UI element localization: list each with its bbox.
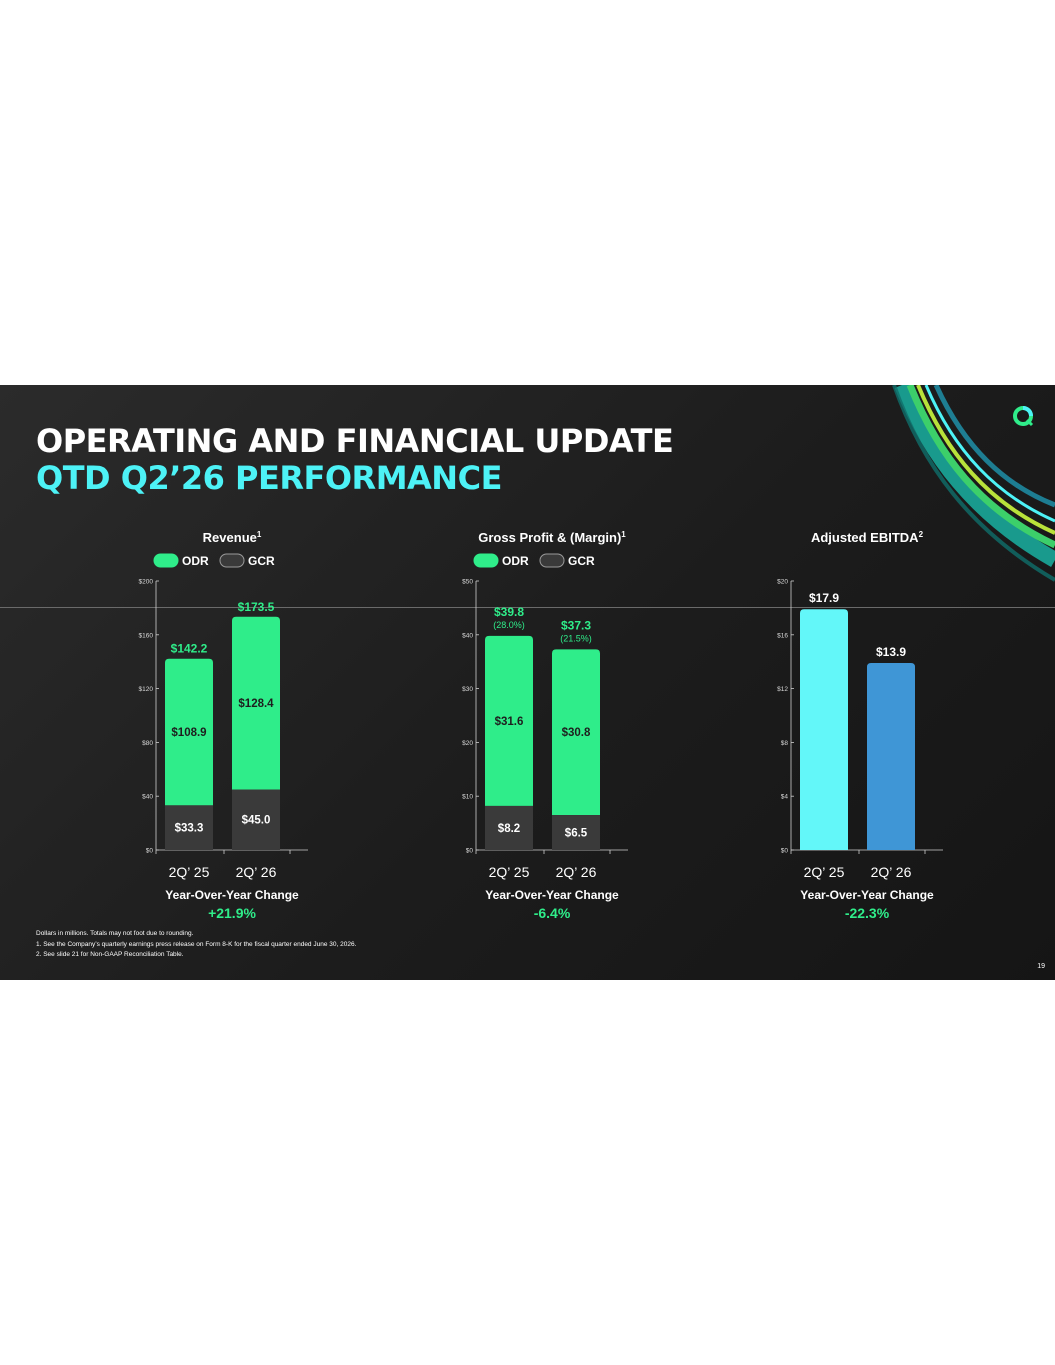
data-label-odr: $31.6: [495, 716, 524, 728]
data-label-gcr: $8.2: [498, 823, 520, 835]
footnote-marker: 1: [621, 530, 626, 539]
yoy-change-value: -6.4%: [534, 905, 571, 921]
bar-gcr: [485, 805, 533, 850]
footnote-marker: 2: [919, 530, 924, 539]
gross-profit-chart: Gross Profit & (Margin)1 ODR GCR $0 $10 $20 $3…: [440, 525, 640, 925]
y-tick-label: $4: [781, 794, 789, 801]
y-tick-label: $0: [781, 848, 789, 855]
data-label-odr: $108.9: [171, 727, 206, 739]
yoy-change-value: +21.9%: [208, 905, 256, 921]
data-label-margin: (21.5%): [560, 633, 592, 643]
x-category-label: 2Q’ 25: [169, 864, 210, 880]
legend-swatch-gcr: [219, 553, 245, 568]
yoy-change-value: -22.3%: [845, 905, 890, 921]
data-label-odr: $128.4: [238, 698, 274, 710]
bar-odr: [485, 635, 533, 806]
y-tick-label: $10: [462, 794, 473, 801]
y-tick-label: $20: [462, 740, 473, 747]
footnote: Dollars in millions. Totals may not foot…: [36, 930, 194, 937]
legend-label-gcr: GCR: [248, 554, 275, 568]
adjusted-ebitda-chart: Adjusted EBITDA2 $0 $4 $8 $12 $16 $20 $17.9 2Q’ …: [755, 525, 955, 925]
bar-value: [800, 609, 848, 850]
decorative-swoosh: [892, 385, 1055, 582]
y-tick-label: $12: [777, 686, 788, 693]
slide: OPERATING AND FINANCIAL UPDATE QTD Q2’26…: [0, 385, 1055, 980]
legend-label-gcr: GCR: [568, 554, 595, 568]
bar-gcr: [232, 789, 280, 850]
data-label-total: $39.8: [494, 605, 524, 619]
legend-swatch-gcr: [539, 553, 565, 568]
yoy-change-label: Year-Over-Year Change: [165, 888, 299, 902]
slide-subtitle: QTD Q2’26 PERFORMANCE: [36, 459, 502, 497]
bar-gcr: [165, 805, 213, 850]
y-tick-label: $160: [139, 632, 154, 639]
y-tick-label: $0: [146, 848, 154, 855]
y-tick-label: $40: [462, 632, 473, 639]
data-label-total: $142.2: [171, 642, 208, 656]
legend-swatch-odr: [473, 553, 499, 568]
horizontal-rule: [0, 607, 1055, 608]
y-tick-label: $50: [462, 579, 473, 586]
yoy-change-label: Year-Over-Year Change: [800, 888, 934, 902]
y-tick-label: $30: [462, 686, 473, 693]
chart-title: Adjusted EBITDA2: [811, 530, 924, 545]
bar-odr: [165, 658, 213, 806]
data-label-value: $17.9: [809, 591, 839, 605]
chart-title: Revenue1: [203, 530, 262, 545]
y-tick-label: $80: [142, 740, 153, 747]
y-tick-label: $20: [777, 579, 788, 586]
revenue-chart: Revenue1 ODR GCR $0 $40 $80 $120 $160 $200 $33.3 $…: [120, 525, 320, 925]
data-label-gcr: $33.3: [175, 823, 204, 835]
data-label-total: $173.5: [238, 600, 275, 614]
x-category-label: 2Q’ 26: [871, 864, 912, 880]
legend-swatch-odr: [153, 553, 179, 568]
y-tick-label: $40: [142, 794, 153, 801]
x-category-label: 2Q’ 25: [489, 864, 530, 880]
data-label-gcr: $45.0: [242, 815, 271, 827]
data-label-gcr: $6.5: [565, 828, 588, 840]
x-category-label: 2Q’ 26: [236, 864, 277, 880]
footnote: 1. See the Company’s quarterly earnings …: [36, 940, 357, 948]
y-tick-label: $0: [466, 848, 474, 855]
data-label-margin: (28.0%): [493, 620, 525, 630]
data-label-total: $37.3: [561, 618, 591, 632]
data-label-value: $13.9: [876, 645, 906, 659]
x-category-label: 2Q’ 25: [804, 864, 845, 880]
y-tick-label: $8: [781, 740, 789, 747]
bar-odr: [552, 649, 600, 816]
bar-gcr: [552, 815, 600, 850]
legend-label-odr: ODR: [502, 554, 529, 568]
data-label-odr: $30.8: [562, 727, 591, 739]
chart-title: Gross Profit & (Margin)1: [478, 530, 626, 545]
leaf-ring-logo-icon: [1013, 406, 1034, 427]
y-tick-label: $120: [139, 686, 154, 693]
bar-value: [867, 663, 915, 850]
footnote: 2. See slide 21 for Non-GAAP Reconciliat…: [36, 951, 184, 958]
y-tick-label: $200: [139, 579, 154, 586]
slide-title: OPERATING AND FINANCIAL UPDATE: [36, 422, 674, 460]
y-tick-label: $16: [777, 632, 788, 639]
page-number: 19: [1037, 963, 1045, 970]
footnote-marker: 1: [257, 530, 262, 539]
footnotes: Dollars in millions. Totals may not foot…: [36, 929, 356, 961]
legend-label-odr: ODR: [182, 554, 209, 568]
x-category-label: 2Q’ 26: [556, 864, 597, 880]
bar-odr: [232, 616, 280, 790]
yoy-change-label: Year-Over-Year Change: [485, 888, 619, 902]
